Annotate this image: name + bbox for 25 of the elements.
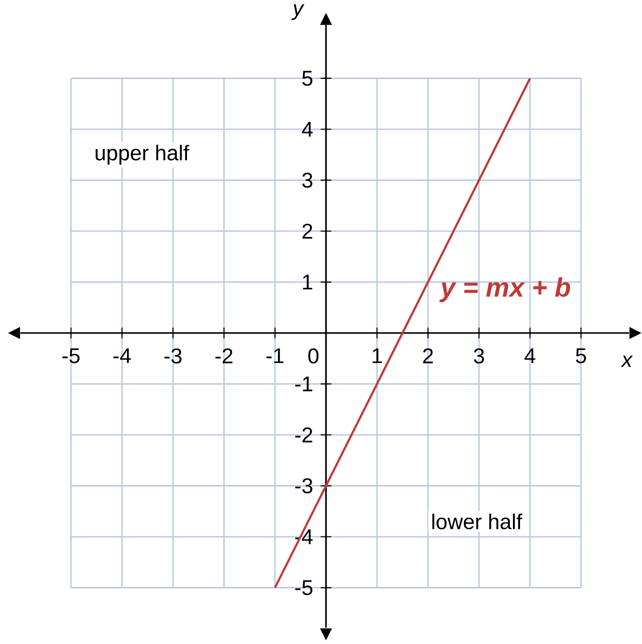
y-tick-label: -2	[295, 427, 312, 442]
y-axis-title: y	[291, 4, 304, 20]
x-axis-title: x	[620, 356, 633, 367]
x-tick-label: 5	[576, 348, 586, 364]
x-tick-label: 1	[372, 348, 382, 364]
annotation: upper half	[96, 144, 190, 165]
x-tick-label: -4	[113, 348, 131, 364]
y-tick-label: 2	[302, 224, 312, 239]
y-tick-label: -1	[295, 376, 312, 392]
x-tick-label: -3	[164, 348, 182, 364]
y-tick-label: 1	[303, 274, 312, 290]
x-tick-label: 4	[524, 348, 536, 364]
x-tick-label: 2	[423, 348, 433, 364]
x-tick-label: -5	[62, 348, 80, 364]
x-tick-label: -1	[266, 348, 284, 364]
y-tick-label: -5	[295, 580, 312, 596]
x-tick-label: -2	[215, 348, 232, 364]
x-tick-label: 3	[474, 348, 484, 364]
series-label: y = mx + b	[439, 277, 570, 302]
y-tick-label: 3	[302, 172, 312, 188]
y-tick-label: -3	[295, 478, 312, 494]
y-tick-label: 5	[302, 70, 312, 86]
y-tick-label: 4	[302, 122, 313, 137]
x-tick-label: 0	[308, 348, 318, 364]
annotation: lower half	[432, 514, 522, 530]
